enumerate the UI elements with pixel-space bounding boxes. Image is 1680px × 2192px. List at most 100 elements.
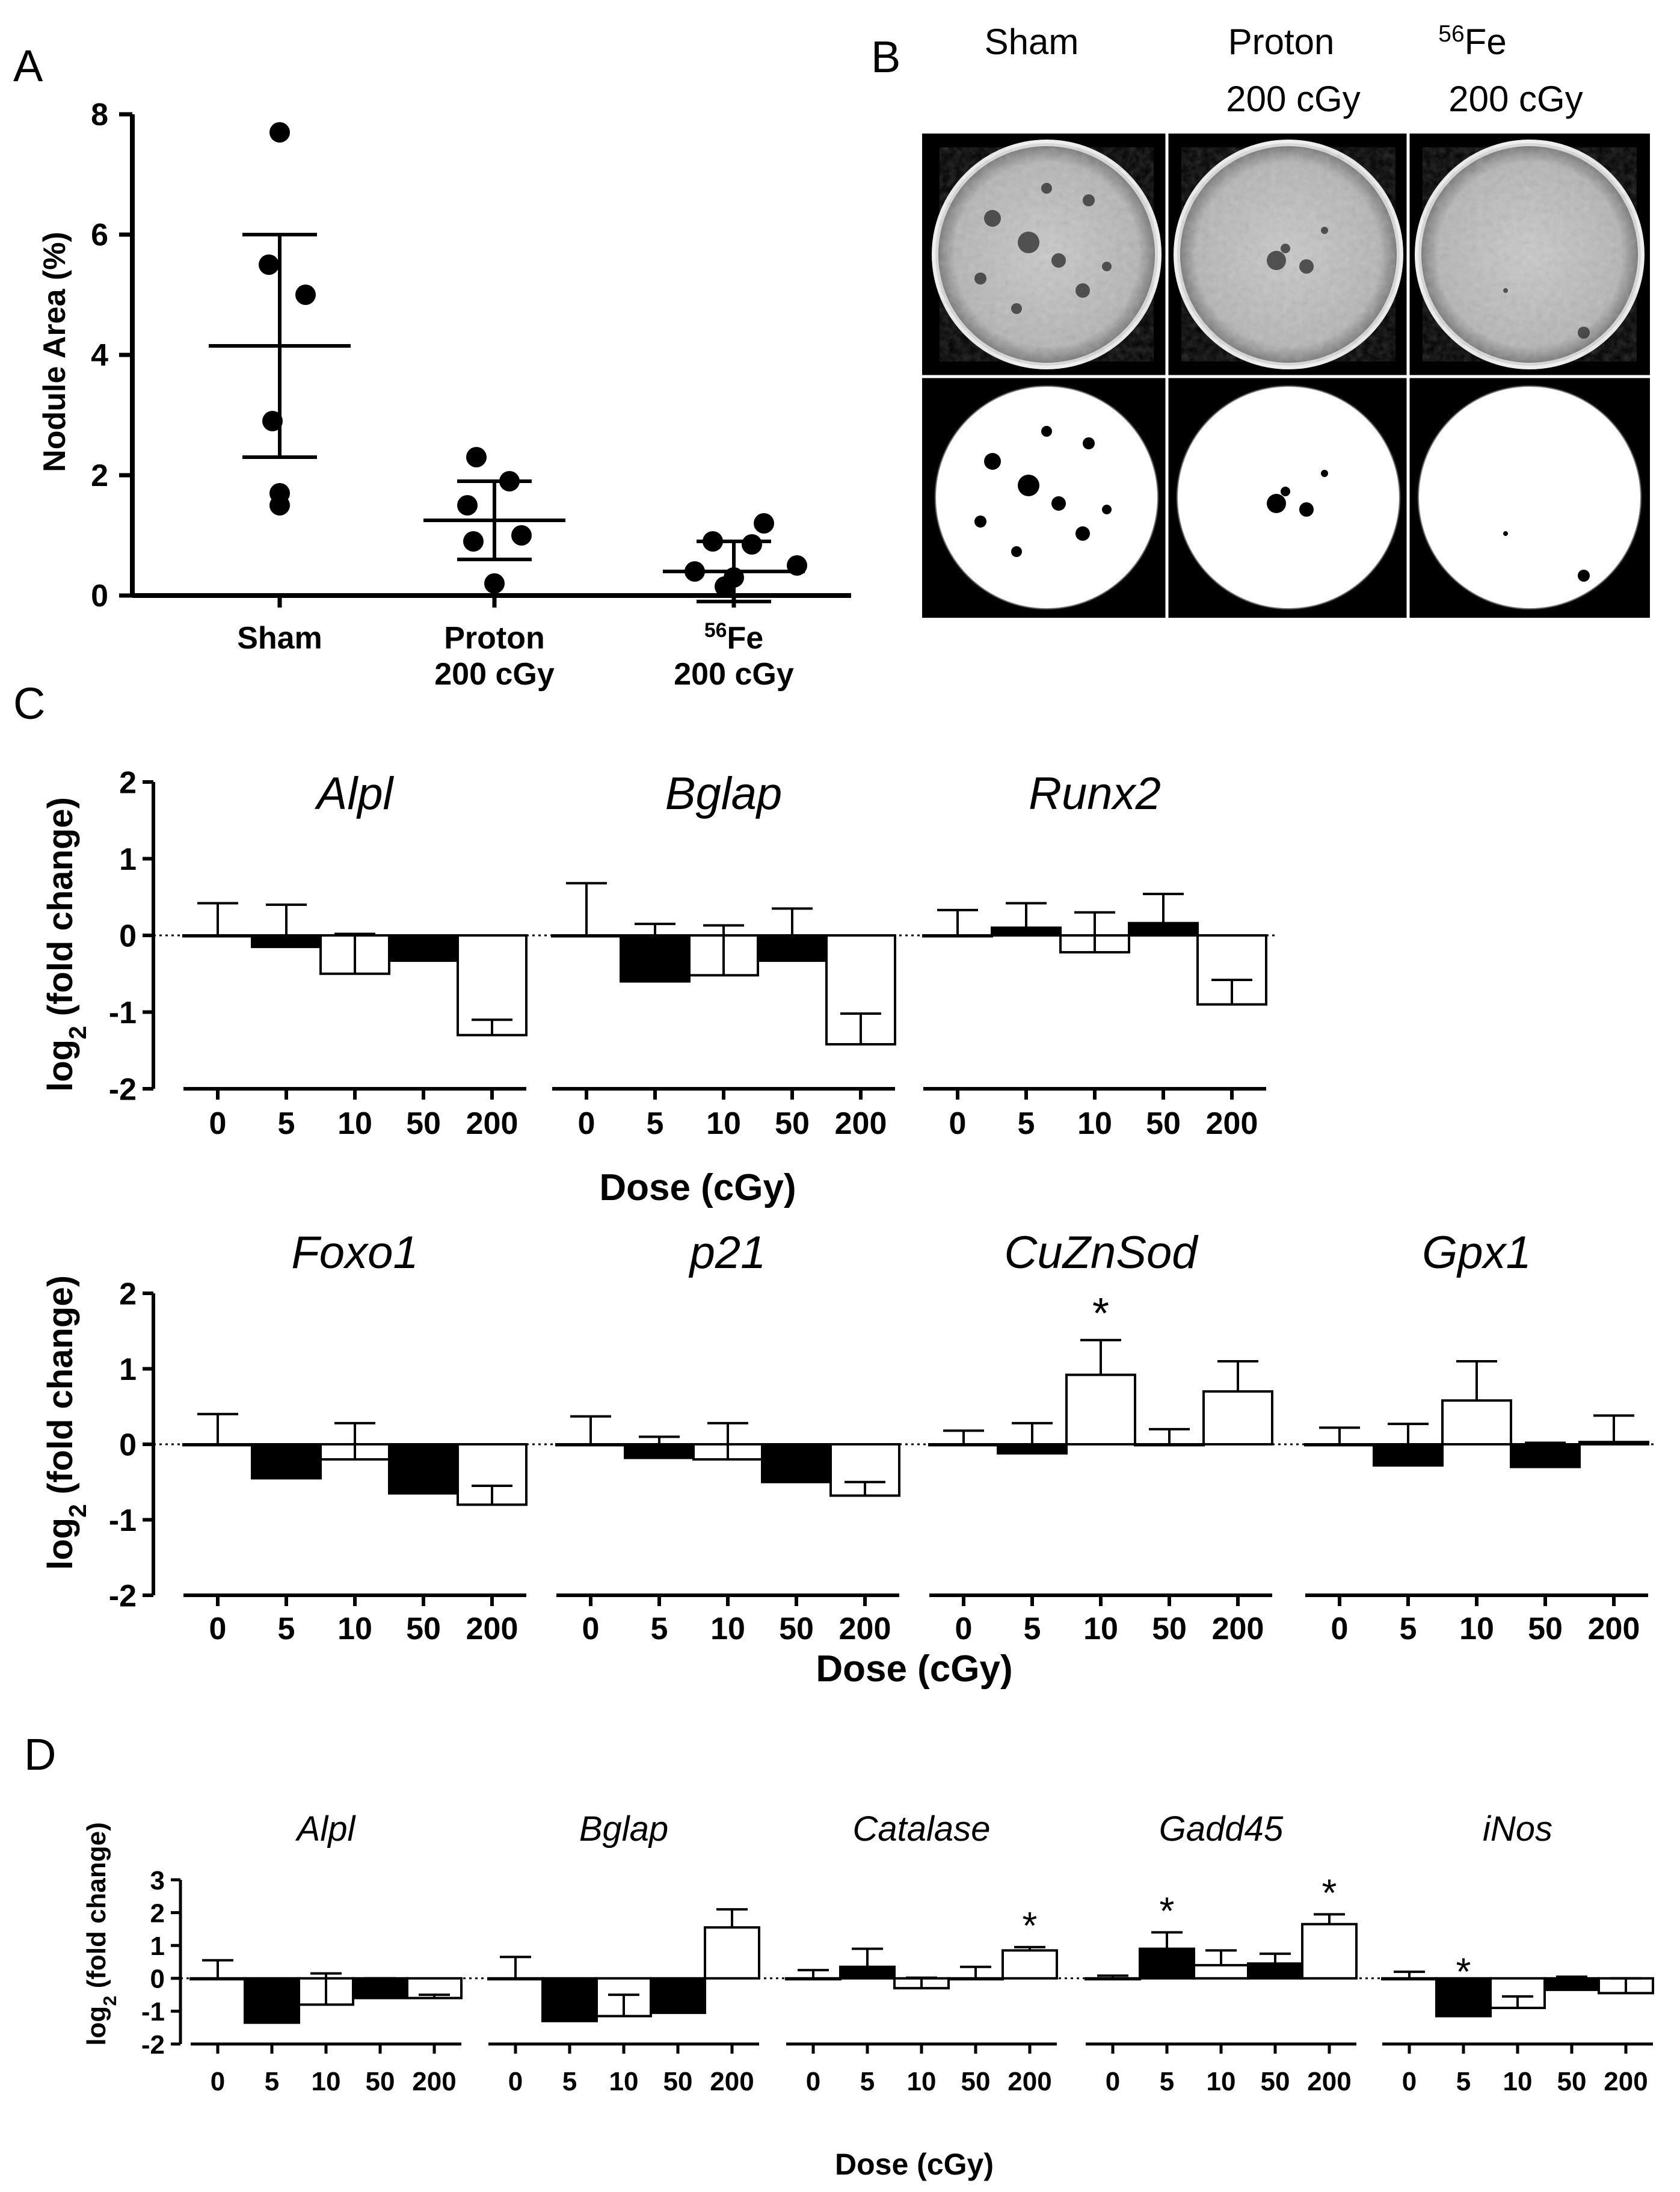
- panel-a-y-tick-label: 6: [91, 218, 108, 253]
- panel-b-column-label-line2: 200 cGy: [1226, 79, 1360, 119]
- x-tick-label: 50: [779, 1612, 814, 1646]
- x-tick-label: 10: [1077, 1106, 1112, 1141]
- panel-d-x-axis-label: Dose (cGy): [835, 2147, 994, 2181]
- log-text: log: [82, 2006, 111, 2046]
- panel-a-data-point: [463, 531, 484, 552]
- bar: [555, 1443, 626, 1447]
- panel-b-nodule: [974, 516, 986, 528]
- x-tick-label: 50: [1146, 1106, 1181, 1141]
- x-tick-label: 200: [1008, 2067, 1051, 2096]
- y-tick-label: 0: [119, 1428, 137, 1463]
- panel-b-nodule: [1578, 570, 1590, 582]
- x-tick-label: 10: [907, 2067, 937, 2096]
- bar: [1085, 1977, 1141, 1981]
- x-tick-label: 0: [949, 1106, 967, 1141]
- bar: [922, 934, 993, 938]
- panel-b-plate-cell: [1415, 140, 1645, 369]
- x-tick-label: 200: [1588, 1612, 1640, 1646]
- x-tick-label: 200: [835, 1106, 887, 1141]
- x-tick-label: 0: [1402, 2067, 1417, 2096]
- panel-b-plate-grain: [940, 147, 1154, 362]
- x-tick-label: 0: [211, 2067, 225, 2096]
- bar: [1301, 1923, 1358, 1980]
- bar: [1002, 1949, 1058, 1980]
- panel-c-top-y-axis-label-text: log2 (fold change): [41, 797, 91, 1092]
- panel-b-nodule: [1041, 183, 1052, 194]
- gene-title: Gadd45: [1159, 1809, 1284, 1849]
- x-tick-label: 5: [651, 1612, 668, 1646]
- x-tick-label: 0: [508, 2067, 523, 2096]
- gene-title: Bglap: [579, 1809, 668, 1849]
- x-tick-label: 0: [1331, 1612, 1349, 1646]
- panel-d-y-axis-label-text: log2 (fold change): [82, 1822, 120, 2046]
- panel-a-data-point: [295, 285, 316, 305]
- x-tick-label: 10: [1207, 2067, 1236, 2096]
- panel-a-data-point: [269, 495, 290, 516]
- x-tick-label: 10: [337, 1612, 372, 1646]
- panel-a-y-tick-label: 8: [91, 97, 108, 132]
- x-tick-label: 10: [710, 1612, 745, 1646]
- panel-a-data-point: [457, 495, 478, 516]
- panel-letter-b: B: [871, 32, 900, 82]
- x-tick-label: 200: [839, 1612, 891, 1646]
- panel-a-x-tick-label: 200 cGy: [674, 657, 794, 692]
- panel-b-nodule: [1051, 253, 1066, 268]
- panel-b-nodule: [1299, 259, 1314, 274]
- panel-a-y-tick-label: 4: [91, 338, 108, 373]
- panel-b-nodule: [1503, 288, 1508, 293]
- panel-b-nodule: [1578, 327, 1590, 339]
- panel-b-plate-grain: [1423, 147, 1637, 362]
- bar: [1065, 1373, 1136, 1446]
- significance-star: *: [1456, 1950, 1471, 1993]
- panel-letter-c: C: [13, 679, 45, 728]
- panel-c-top-x-axis-label: Dose (cGy): [599, 1167, 796, 1208]
- panel-a-data-point: [466, 447, 487, 467]
- y-tick-label: 0: [150, 1965, 165, 1994]
- bar: [1202, 1390, 1273, 1445]
- gene-title: Catalase: [853, 1809, 991, 1849]
- x-tick-label: 200: [710, 2067, 754, 2096]
- panel-b-plate-threshold: [1177, 386, 1400, 609]
- label-rest: (fold change): [41, 1275, 80, 1504]
- panel-a-y-tick-label: 0: [91, 579, 108, 614]
- gene-title: Alpl: [295, 1809, 357, 1849]
- panel-a-data-point: [511, 525, 532, 546]
- bar: [839, 1965, 896, 1980]
- significance-star: *: [1092, 1290, 1109, 1338]
- panel-b-nodule: [984, 453, 1001, 470]
- log-text: log: [41, 1518, 80, 1570]
- panel-b-plate-images: Sham Proton 200 cGy 56Fe 200 cGy: [922, 21, 1650, 618]
- x-tick-label: 5: [1024, 1612, 1041, 1646]
- panel-b-nodule: [1051, 496, 1066, 511]
- x-tick-label: 10: [706, 1106, 741, 1141]
- panel-letter-d: D: [24, 1729, 56, 1779]
- x-tick-label: 5: [1160, 2067, 1174, 2096]
- bar: [785, 1977, 842, 1981]
- gene-title: iNos: [1483, 1809, 1552, 1849]
- bar: [928, 1443, 999, 1447]
- bar: [1247, 1962, 1303, 1980]
- bar: [182, 934, 253, 938]
- x-tick-label: 5: [278, 1106, 295, 1141]
- bar: [1304, 1443, 1375, 1447]
- y-tick-label: -2: [141, 2030, 165, 2060]
- panel-a-x-tick-label: Proton: [444, 621, 545, 656]
- panel-b-nodule: [1281, 244, 1290, 253]
- panel-letter-a: A: [13, 41, 43, 91]
- x-tick-label: 0: [1106, 2067, 1120, 2096]
- panel-a-data-point: [742, 534, 762, 555]
- panel-b-plate-threshold: [1418, 386, 1642, 609]
- bar: [1578, 1441, 1649, 1446]
- x-tick-label: 50: [663, 2067, 693, 2096]
- panel-c-bottom-y-axis-label-text: log2 (fold change): [41, 1275, 91, 1570]
- panel-b-nodule: [1075, 526, 1090, 541]
- panel-b-nodule: [1018, 475, 1039, 496]
- panel-a-y-axis-label: Nodule Area (%): [37, 232, 72, 472]
- element-fe: Fe: [727, 621, 763, 656]
- panel-b-nodule: [1083, 437, 1095, 449]
- panel-b-plate-rim: [1175, 384, 1402, 611]
- significance-star: *: [1023, 1904, 1038, 1947]
